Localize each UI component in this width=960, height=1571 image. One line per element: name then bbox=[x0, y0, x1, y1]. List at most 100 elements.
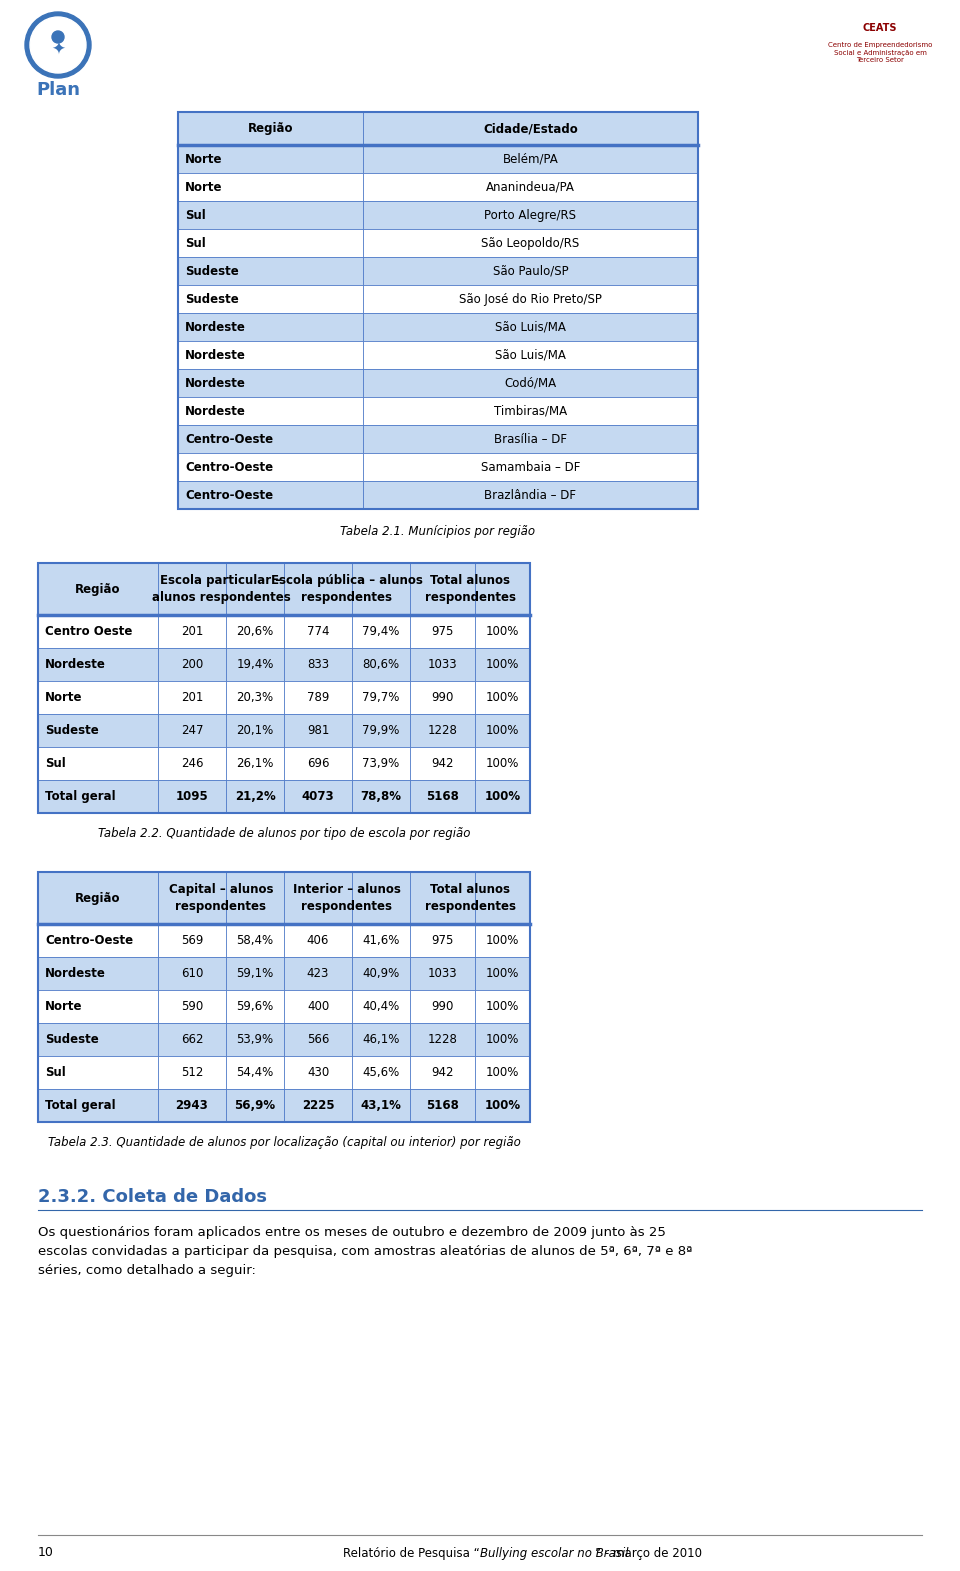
Bar bbox=[410, 562, 475, 614]
Bar bbox=[363, 112, 698, 145]
Text: Ananindeua/PA: Ananindeua/PA bbox=[486, 181, 575, 193]
Bar bbox=[226, 614, 284, 647]
Text: 566: 566 bbox=[307, 1034, 329, 1046]
Bar bbox=[38, 990, 158, 1023]
Text: 5168: 5168 bbox=[426, 1100, 459, 1112]
Text: Centro Oeste: Centro Oeste bbox=[45, 625, 132, 638]
Text: 975: 975 bbox=[431, 625, 454, 638]
Bar bbox=[226, 713, 284, 746]
Text: 19,4%: 19,4% bbox=[236, 658, 274, 671]
Text: 79,4%: 79,4% bbox=[362, 625, 399, 638]
Text: 512: 512 bbox=[180, 1067, 204, 1079]
Bar bbox=[352, 647, 410, 680]
Text: 54,4%: 54,4% bbox=[236, 1067, 274, 1079]
Bar bbox=[352, 924, 410, 957]
Bar bbox=[410, 647, 475, 680]
Text: ” - março de 2010: ” - março de 2010 bbox=[595, 1546, 702, 1560]
Text: 21,2%: 21,2% bbox=[234, 790, 276, 803]
Text: 1228: 1228 bbox=[427, 724, 457, 737]
Bar bbox=[226, 1023, 284, 1056]
Text: 975: 975 bbox=[431, 935, 454, 947]
Bar bbox=[158, 746, 226, 779]
Text: 610: 610 bbox=[180, 968, 204, 980]
Bar bbox=[158, 562, 226, 614]
Text: Total alunos
respondentes: Total alunos respondentes bbox=[424, 573, 516, 603]
Text: Samambaia – DF: Samambaia – DF bbox=[481, 460, 580, 473]
Text: Tabela 2.3. Quantidade de alunos por localização (capital ou interior) por regiã: Tabela 2.3. Quantidade de alunos por loc… bbox=[48, 1136, 520, 1148]
Text: 46,1%: 46,1% bbox=[362, 1034, 399, 1046]
Text: São Paulo/SP: São Paulo/SP bbox=[492, 264, 568, 278]
Text: Norte: Norte bbox=[45, 691, 83, 704]
Text: Sudeste: Sudeste bbox=[45, 1034, 99, 1046]
Text: 43,1%: 43,1% bbox=[361, 1100, 401, 1112]
Bar bbox=[475, 990, 530, 1023]
Bar bbox=[352, 872, 410, 924]
Bar bbox=[158, 1023, 226, 1056]
Text: Escola pública – alunos
respondentes: Escola pública – alunos respondentes bbox=[271, 573, 423, 603]
Bar bbox=[284, 713, 352, 746]
Bar bbox=[178, 201, 363, 229]
Bar bbox=[352, 713, 410, 746]
Text: 100%: 100% bbox=[486, 757, 519, 770]
Text: 789: 789 bbox=[307, 691, 329, 704]
Bar bbox=[38, 1056, 158, 1089]
Bar bbox=[158, 872, 226, 924]
Bar bbox=[410, 779, 475, 814]
Bar bbox=[410, 924, 475, 957]
Bar bbox=[38, 872, 158, 924]
Bar bbox=[410, 1089, 475, 1122]
Bar bbox=[352, 1023, 410, 1056]
Text: 79,9%: 79,9% bbox=[362, 724, 399, 737]
Text: 79,7%: 79,7% bbox=[362, 691, 399, 704]
Bar bbox=[38, 924, 158, 957]
Text: 40,4%: 40,4% bbox=[362, 1001, 399, 1013]
Bar bbox=[352, 990, 410, 1023]
Bar bbox=[284, 1023, 352, 1056]
Bar bbox=[38, 713, 158, 746]
Text: Sul: Sul bbox=[185, 237, 205, 250]
Bar bbox=[475, 779, 530, 814]
Bar bbox=[352, 1089, 410, 1122]
Bar bbox=[178, 397, 363, 426]
Bar bbox=[38, 647, 158, 680]
Bar bbox=[475, 562, 530, 614]
Text: Interior – alunos
respondentes: Interior – alunos respondentes bbox=[293, 883, 401, 913]
Text: Norte: Norte bbox=[45, 1001, 83, 1013]
Bar bbox=[352, 1056, 410, 1089]
Bar bbox=[363, 229, 698, 258]
Text: Sudeste: Sudeste bbox=[185, 292, 239, 305]
Bar bbox=[158, 614, 226, 647]
Bar bbox=[352, 746, 410, 779]
Bar bbox=[475, 1023, 530, 1056]
Bar bbox=[284, 872, 352, 924]
Text: Centro-Oeste: Centro-Oeste bbox=[185, 432, 274, 446]
Bar bbox=[284, 746, 352, 779]
Circle shape bbox=[30, 17, 86, 72]
Bar bbox=[284, 1056, 352, 1089]
Text: escolas convidadas a participar da pesquisa, com amostras aleatórias de alunos d: escolas convidadas a participar da pesqu… bbox=[38, 1244, 692, 1258]
Text: 100%: 100% bbox=[485, 1100, 520, 1112]
Text: Bullying escolar no Brasil: Bullying escolar no Brasil bbox=[480, 1546, 629, 1560]
Text: Escola particular –
alunos respondentes: Escola particular – alunos respondentes bbox=[152, 573, 290, 603]
Text: Brazlândia – DF: Brazlândia – DF bbox=[485, 489, 577, 501]
Bar bbox=[158, 1089, 226, 1122]
Text: 100%: 100% bbox=[486, 935, 519, 947]
Bar bbox=[178, 145, 363, 173]
Bar bbox=[475, 680, 530, 713]
Circle shape bbox=[52, 31, 64, 42]
Bar bbox=[363, 145, 698, 173]
Bar bbox=[38, 1089, 158, 1122]
Bar bbox=[178, 341, 363, 369]
Text: 100%: 100% bbox=[485, 790, 520, 803]
Text: 1095: 1095 bbox=[176, 790, 208, 803]
Text: 58,4%: 58,4% bbox=[236, 935, 274, 947]
Bar bbox=[410, 746, 475, 779]
Bar bbox=[158, 1056, 226, 1089]
Text: 100%: 100% bbox=[486, 658, 519, 671]
Text: Os questionários foram aplicados entre os meses de outubro e dezembro de 2009 ju: Os questionários foram aplicados entre o… bbox=[38, 1225, 666, 1240]
Text: 400: 400 bbox=[307, 1001, 329, 1013]
Text: 990: 990 bbox=[431, 1001, 454, 1013]
Text: 10: 10 bbox=[38, 1546, 54, 1560]
Text: Capital – alunos
respondentes: Capital – alunos respondentes bbox=[169, 883, 274, 913]
Text: 662: 662 bbox=[180, 1034, 204, 1046]
